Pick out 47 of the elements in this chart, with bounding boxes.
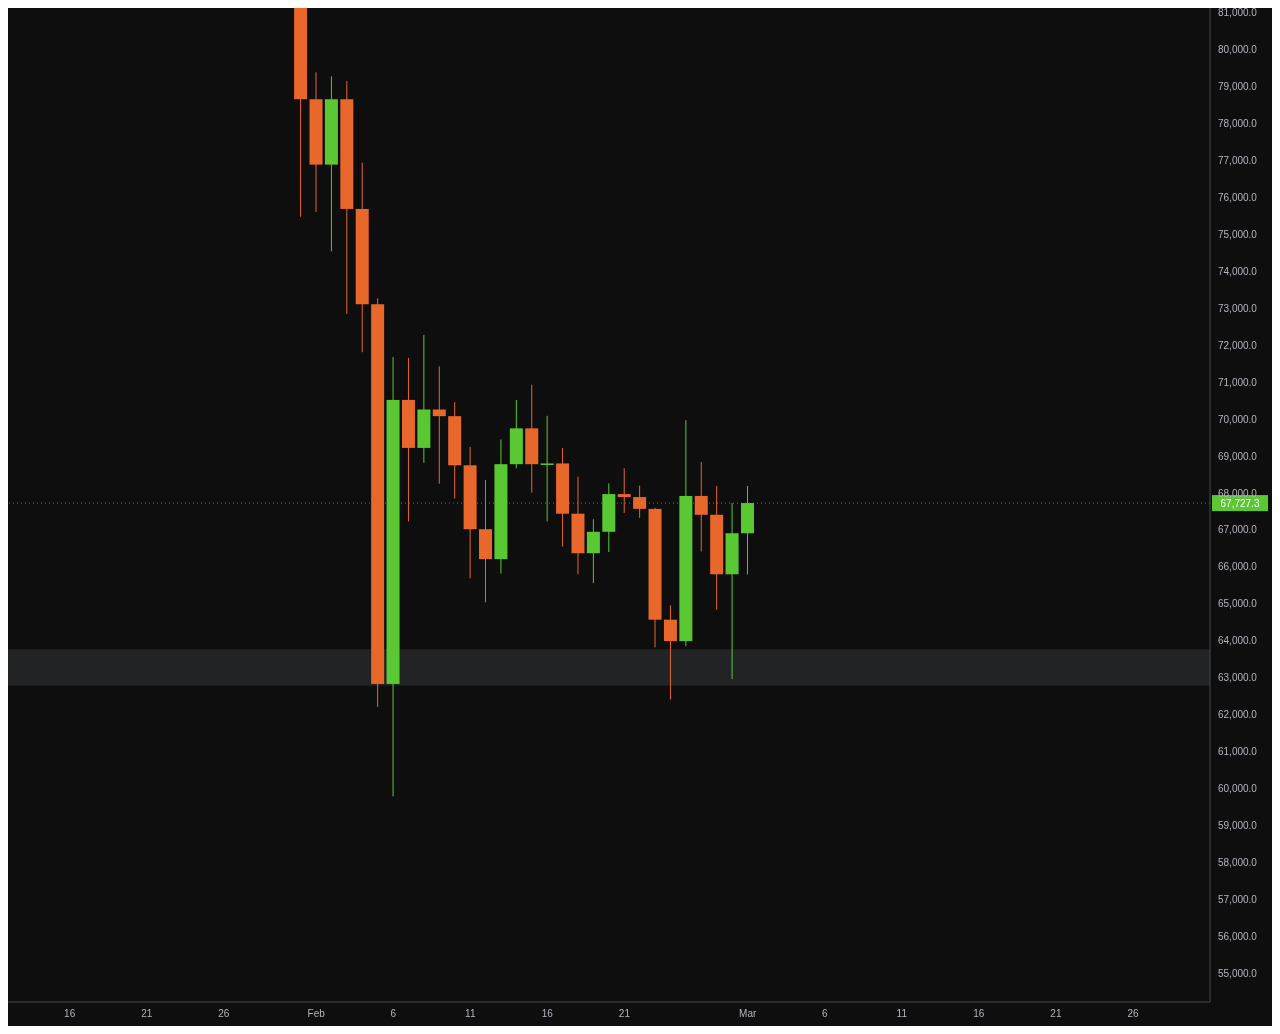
x-tick-label: 11 <box>896 1008 908 1020</box>
y-tick-label: 70,000.0 <box>1218 413 1258 425</box>
ref-line-label: 67,727.3 <box>1220 498 1260 510</box>
y-tick-label: 61,000.0 <box>1218 746 1258 758</box>
y-tick-label: 58,000.0 <box>1218 856 1258 868</box>
x-tick-label: 16 <box>64 1008 76 1020</box>
y-tick-label: 63,000.0 <box>1218 672 1258 684</box>
x-tick-label: 16 <box>973 1008 985 1020</box>
x-tick-label: 6 <box>821 1008 828 1020</box>
y-tick-label: 64,000.0 <box>1218 635 1258 647</box>
y-tick-label: 74,000.0 <box>1218 265 1258 277</box>
y-tick-label: 67,000.0 <box>1218 524 1258 536</box>
x-tick-label: 26 <box>218 1008 230 1020</box>
y-tick-label: 78,000.0 <box>1218 118 1258 130</box>
x-tick-label: 11 <box>465 1008 476 1020</box>
x-tick-label: Mar <box>739 1008 757 1020</box>
x-tick-label: 21 <box>1050 1008 1062 1020</box>
x-tick-label: Feb <box>307 1008 326 1020</box>
x-tick-label: 16 <box>541 1008 554 1020</box>
candlestick <box>694 461 708 552</box>
y-tick-label: 57,000.0 <box>1218 893 1258 905</box>
y-tick-label: 69,000.0 <box>1218 450 1258 462</box>
y-tick-label: 62,000.0 <box>1218 709 1258 721</box>
y-tick-label: 66,000.0 <box>1218 561 1258 573</box>
y-tick-label: 81,000.0 <box>1218 7 1258 19</box>
y-tick-label: 71,000.0 <box>1218 376 1258 388</box>
y-tick-label: 79,000.0 <box>1218 81 1258 93</box>
y-tick-label: 55,000.0 <box>1218 967 1258 979</box>
candlestick <box>617 467 631 514</box>
x-tick-label: 6 <box>390 1008 397 1020</box>
y-tick-label: 75,000.0 <box>1218 228 1258 240</box>
candlestick <box>432 365 446 485</box>
y-tick-label: 65,000.0 <box>1218 598 1258 610</box>
x-tick-label: 21 <box>618 1008 631 1020</box>
x-tick-label: 21 <box>141 1008 153 1020</box>
candlestick <box>633 485 647 519</box>
y-tick-label: 60,000.0 <box>1218 783 1258 795</box>
y-tick-label: 59,000.0 <box>1218 819 1258 831</box>
y-tick-label: 73,000.0 <box>1218 302 1258 314</box>
y-tick-label: 76,000.0 <box>1218 192 1258 204</box>
y-tick-label: 80,000.0 <box>1218 44 1258 56</box>
candlestick <box>586 518 600 584</box>
y-tick-label: 56,000.0 <box>1218 930 1258 942</box>
y-tick-label: 72,000.0 <box>1218 339 1258 351</box>
y-tick-label: 77,000.0 <box>1218 155 1258 167</box>
x-tick-label: 26 <box>1127 1008 1139 1020</box>
candlestick <box>663 604 677 700</box>
